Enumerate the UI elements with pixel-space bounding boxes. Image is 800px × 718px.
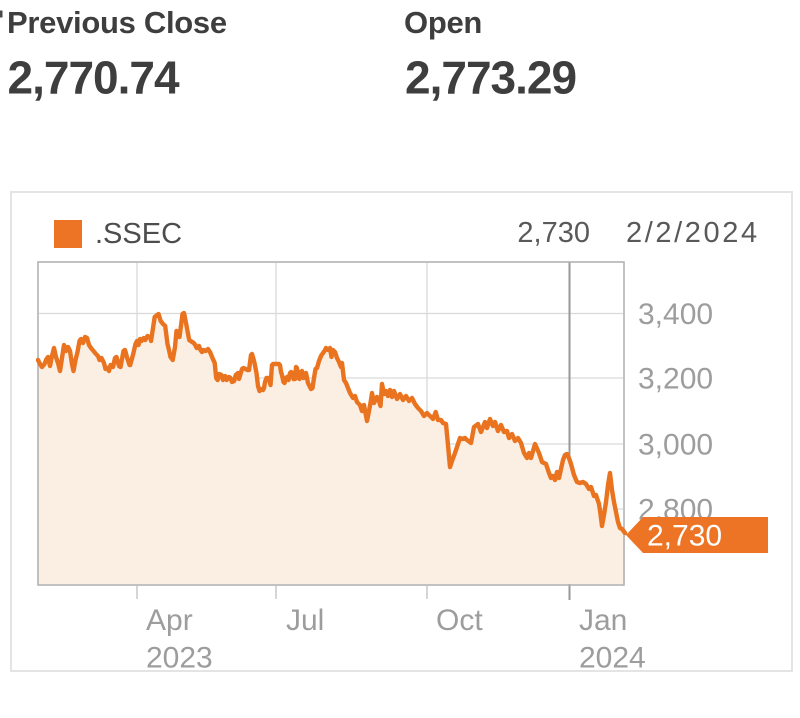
svg-text:3,200: 3,200 (638, 363, 713, 396)
svg-text:2,730: 2,730 (647, 520, 722, 553)
svg-text:2,773.29: 2,773.29 (405, 52, 576, 104)
svg-text:Open: Open (404, 5, 482, 40)
svg-text:2/2/2024: 2/2/2024 (626, 217, 760, 249)
svg-text:Previous Close: Previous Close (7, 5, 227, 40)
svg-text:Apr: Apr (146, 604, 193, 637)
svg-text:2,770.74: 2,770.74 (8, 52, 180, 104)
svg-text:Jan: Jan (579, 604, 627, 637)
svg-text:Oct: Oct (436, 604, 483, 637)
svg-text:2,730: 2,730 (517, 217, 590, 249)
svg-text:3,000: 3,000 (638, 429, 713, 462)
svg-text:.SSEC: .SSEC (95, 218, 182, 250)
svg-text:2024: 2024 (579, 642, 646, 675)
svg-text:2023: 2023 (146, 642, 213, 675)
svg-text:3,400: 3,400 (638, 298, 713, 331)
svg-text:Jul: Jul (286, 604, 324, 637)
